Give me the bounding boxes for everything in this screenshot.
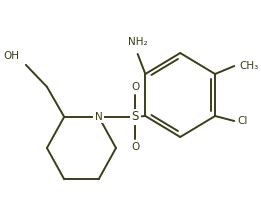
Text: CH₃: CH₃ [239,61,258,71]
Text: O: O [131,142,139,152]
Text: O: O [131,82,139,92]
Text: Cl: Cl [237,116,247,126]
Text: OH: OH [3,51,19,61]
Text: N: N [95,112,103,122]
Text: NH₂: NH₂ [128,37,147,47]
Text: S: S [132,110,139,123]
